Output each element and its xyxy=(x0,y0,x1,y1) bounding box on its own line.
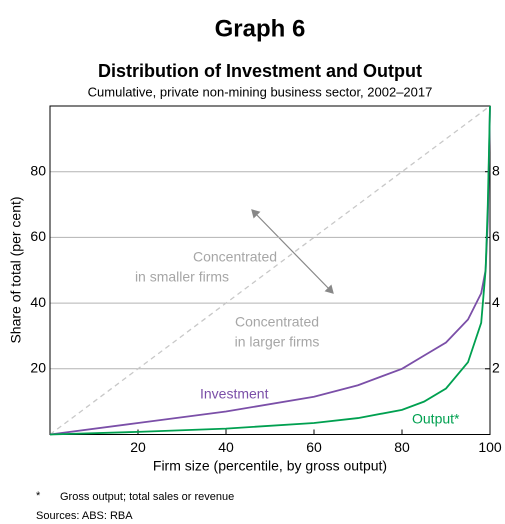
chart-caption: Cumulative, private non-mining business … xyxy=(88,84,433,99)
sources: Sources: ABS: RBA xyxy=(36,510,133,522)
chart-subtitle: Distribution of Investment and Output xyxy=(98,61,422,81)
footnote-marker: * xyxy=(36,490,41,502)
x-axis-label: Firm size (percentile, by gross output) xyxy=(153,458,387,474)
arrow xyxy=(251,209,334,294)
y2-tick-label: 6 xyxy=(492,228,500,244)
annotation: Concentrated xyxy=(193,249,277,265)
y-tick-label: 20 xyxy=(30,360,46,376)
series-label: Output* xyxy=(412,411,460,427)
y-tick-label: 40 xyxy=(30,294,46,310)
series-line xyxy=(49,105,491,436)
x-tick-label: 80 xyxy=(394,439,410,455)
y2-tick-label: 2 xyxy=(492,360,500,376)
x-tick-label: 100 xyxy=(478,439,502,455)
chart-title: Graph 6 xyxy=(215,15,306,42)
plot-frame xyxy=(49,105,491,435)
y2-tick-label: 4 xyxy=(492,294,500,310)
y-axis-label: Share of total (per cent) xyxy=(8,196,24,343)
annotation: in larger firms xyxy=(235,334,320,350)
y-tick-label: 80 xyxy=(30,162,46,178)
y2-tick-label: 8 xyxy=(492,162,500,178)
annotation: in smaller firms xyxy=(135,269,229,285)
footnote: Gross output; total sales or revenue xyxy=(60,491,234,503)
x-tick-label: 20 xyxy=(130,439,146,455)
reference-line xyxy=(49,105,491,436)
annotation: Concentrated xyxy=(235,314,319,330)
y-tick-label: 60 xyxy=(30,228,46,244)
x-tick-label: 60 xyxy=(306,439,322,455)
x-tick-label: 40 xyxy=(218,439,234,455)
series-label: Investment xyxy=(200,386,269,402)
